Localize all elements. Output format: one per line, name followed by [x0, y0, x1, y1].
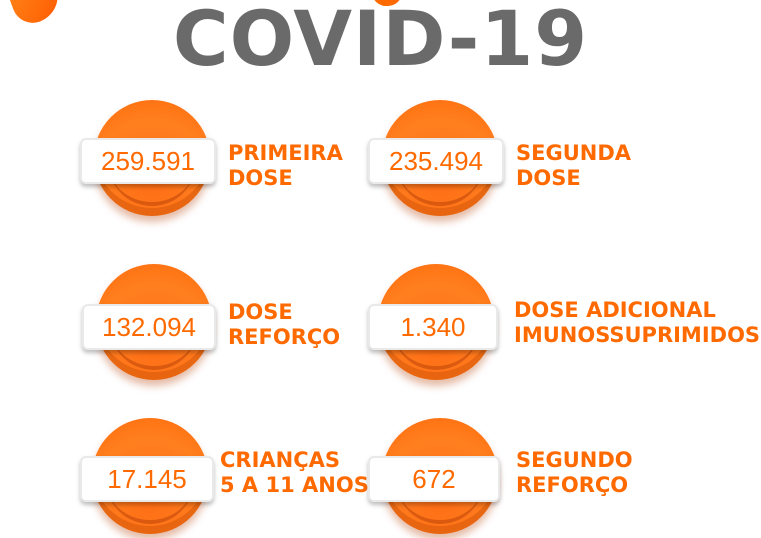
stat-label-line2: DOSE [516, 166, 581, 190]
stat-label-line1: DOSE ADICIONAL [514, 298, 716, 322]
stat-label-line1: PRIMEIRA [228, 141, 343, 165]
stat-value: 672 [368, 456, 500, 502]
stat-primeira-dose: 259.591 PRIMEIRA DOSE [80, 100, 380, 220]
stat-dose-reforco: 132.094 DOSE REFORÇO [82, 264, 382, 384]
stat-dose-adicional: 1.340 DOSE ADICIONAL IMUNOSSUPRIMIDOS [368, 264, 760, 384]
stat-label: DOSE ADICIONAL IMUNOSSUPRIMIDOS [514, 298, 760, 348]
stat-segundo-reforco: 672 SEGUNDO REFORÇO [368, 418, 668, 538]
title-accent [372, 0, 402, 6]
stat-label-line1: SEGUNDO [516, 448, 633, 472]
stat-label-line2: REFORÇO [516, 473, 629, 497]
stat-label-line2: IMUNOSSUPRIMIDOS [514, 323, 761, 347]
stat-segunda-dose: 235.494 SEGUNDA DOSE [368, 100, 668, 220]
stat-label-line1: SEGUNDA [516, 141, 632, 165]
stat-label: SEGUNDO REFORÇO [516, 448, 633, 498]
stat-label-line2: REFORÇO [228, 325, 341, 349]
stat-label-line1: DOSE [228, 300, 293, 324]
stat-value: 235.494 [368, 138, 504, 184]
stat-label: SEGUNDA DOSE [516, 141, 631, 191]
stat-label-line1: CRIANÇAS [220, 448, 341, 472]
stat-label-line2: 5 A 11 ANOS [220, 473, 369, 497]
stat-label-line2: DOSE [228, 166, 293, 190]
stat-label: DOSE REFORÇO [228, 300, 340, 350]
stat-value: 259.591 [80, 138, 216, 184]
page-title: COVID-19 [172, 0, 589, 83]
stat-label: CRIANÇAS 5 A 11 ANOS [220, 448, 369, 498]
stat-value: 17.145 [80, 456, 214, 502]
stat-criancas: 17.145 CRIANÇAS 5 A 11 ANOS [80, 418, 380, 538]
stat-label: PRIMEIRA DOSE [228, 141, 343, 191]
stat-value: 132.094 [82, 304, 216, 350]
stat-value: 1.340 [368, 304, 498, 350]
